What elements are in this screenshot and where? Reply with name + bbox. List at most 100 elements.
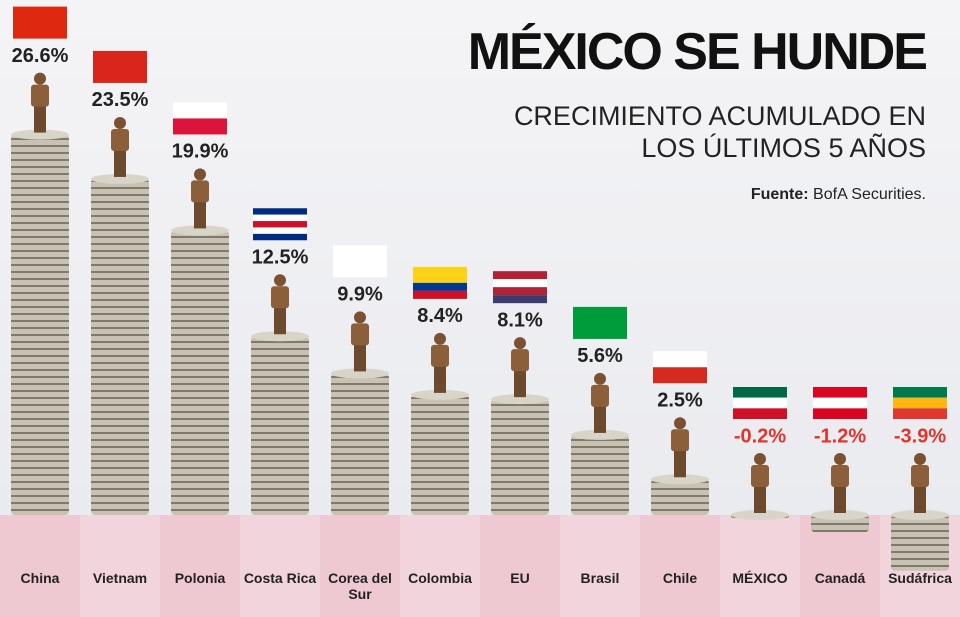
figure-head — [914, 453, 926, 465]
x-tick-label: Sudáfrica — [888, 570, 952, 586]
coin-top — [171, 225, 229, 236]
coin-stack — [11, 134, 69, 515]
figure-legs — [754, 485, 766, 513]
floor-stripe — [160, 515, 240, 617]
value-label: 2.5% — [657, 390, 703, 412]
figure-legs — [914, 485, 926, 513]
flag — [413, 274, 467, 283]
flag — [413, 290, 467, 299]
flag — [253, 214, 307, 222]
figure-head — [674, 417, 686, 430]
figure-head — [354, 311, 366, 324]
figure-body — [911, 465, 929, 487]
figure-head — [594, 372, 606, 385]
value-label: 9.9% — [337, 284, 383, 306]
value-label: -3.9% — [894, 425, 946, 447]
figure-legs — [114, 148, 126, 177]
value-label: 12.5% — [252, 247, 309, 269]
value-label: 19.9% — [172, 141, 229, 163]
figure-body — [31, 84, 49, 107]
x-tick-label: Canadá — [814, 570, 866, 586]
value-label: 8.4% — [417, 305, 463, 327]
source-label: Fuente: — [750, 186, 809, 203]
x-tick-label: EU — [510, 570, 530, 586]
flag — [253, 208, 307, 215]
flag — [893, 408, 947, 419]
figure-head — [274, 274, 286, 287]
coin-top — [91, 173, 149, 184]
flag — [493, 295, 547, 304]
x-tick-label: Colombia — [408, 570, 472, 586]
figure-body — [671, 429, 689, 452]
x-tick-label: Chile — [662, 570, 698, 586]
coin-top — [411, 389, 469, 400]
flag — [893, 397, 947, 409]
flag — [733, 387, 787, 398]
figure-legs — [354, 343, 366, 372]
source: Fuente: BofA Securities. — [751, 186, 926, 204]
flag — [813, 387, 867, 398]
flag — [253, 233, 307, 241]
flag — [173, 102, 227, 119]
value-label: -0.2% — [734, 425, 786, 447]
coin-top — [731, 510, 789, 520]
source-text: BofA Securities. — [813, 186, 926, 203]
flag — [493, 287, 547, 296]
x-tick-label: Brasil — [580, 570, 620, 586]
x-tick-label: MÉXICO — [732, 570, 788, 586]
figure-head — [514, 337, 526, 350]
coin-stack — [491, 399, 549, 515]
value-label: 8.1% — [497, 309, 543, 331]
flag — [493, 271, 547, 280]
coin-top — [811, 510, 869, 520]
flag — [413, 282, 467, 291]
flag — [653, 351, 707, 368]
figure-head — [194, 168, 206, 181]
figure-body — [591, 384, 609, 407]
figure-head — [434, 332, 446, 345]
floor-stripe — [640, 515, 720, 617]
figure-head — [754, 453, 766, 465]
figure-body — [271, 286, 289, 309]
flag — [813, 408, 867, 419]
figure-head — [114, 116, 126, 129]
flag — [253, 227, 307, 234]
chart-title: MÉXICO SE HUNDE — [467, 23, 928, 81]
x-tick-label: Costa Rica — [243, 570, 317, 586]
flag — [173, 118, 227, 135]
figure-body — [431, 344, 449, 367]
figure-body — [511, 349, 529, 372]
coin-top — [11, 129, 69, 140]
figure-body — [111, 128, 129, 151]
flag — [813, 397, 867, 409]
figure-legs — [674, 449, 686, 478]
flag — [573, 306, 627, 339]
figure-legs — [514, 369, 526, 398]
coin-stack — [411, 394, 469, 515]
figure-body — [751, 465, 769, 487]
value-label: 5.6% — [577, 345, 623, 367]
flag — [413, 266, 467, 275]
figure-head — [834, 453, 846, 465]
coin-stack — [251, 336, 309, 515]
figure-legs — [194, 200, 206, 229]
coin-top — [331, 368, 389, 379]
figure-head — [34, 72, 46, 85]
flag — [493, 279, 547, 288]
coin-stack — [91, 178, 149, 515]
value-label: 23.5% — [92, 89, 149, 111]
x-tick-label: Vietnam — [92, 570, 148, 586]
flag — [13, 6, 67, 39]
flag — [893, 387, 947, 398]
coin-stack — [331, 373, 389, 515]
coin-top — [891, 510, 949, 520]
x-tick-label: Polonia — [174, 570, 226, 586]
flag — [653, 367, 707, 384]
figure-legs — [594, 404, 606, 433]
coin-top — [251, 331, 309, 342]
coin-stack — [651, 479, 709, 515]
floor-stripe — [320, 515, 400, 617]
figure-legs — [274, 306, 286, 335]
chart-subtitle: CRECIMIENTO ACUMULADO EN LOS ÚLTIMOS 5 A… — [513, 101, 926, 163]
